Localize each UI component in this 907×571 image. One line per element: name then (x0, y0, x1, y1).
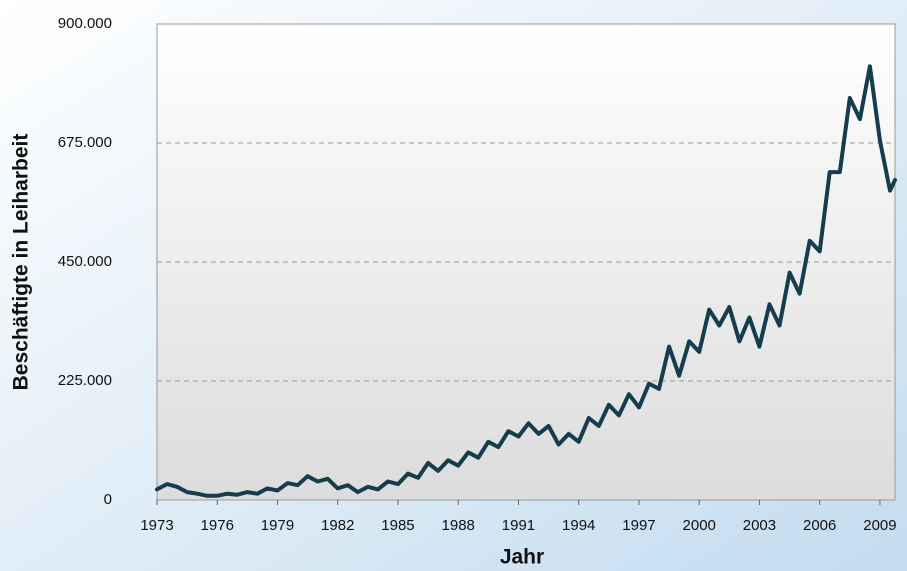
x-tick-label: 1982 (321, 517, 354, 534)
y-tick-label: 450.000 (58, 253, 112, 270)
y-tick-label: 675.000 (58, 134, 112, 151)
x-tick-label: 1991 (502, 517, 535, 534)
y-tick-label: 225.000 (58, 372, 112, 389)
x-tick-label: 1976 (201, 517, 234, 534)
x-tick-label: 1994 (562, 517, 595, 534)
x-tick-label: 2000 (683, 517, 716, 534)
x-tick-label: 2009 (863, 517, 896, 534)
x-tick-label: 1997 (622, 517, 655, 534)
x-axis-title: Jahr (500, 546, 544, 569)
x-tick-label: 1973 (140, 517, 173, 534)
line (155, 64, 897, 498)
y-axis-title: Beschäftigte in Leiharbeit (10, 134, 33, 391)
x-tick-label: 1979 (261, 517, 294, 534)
x-tick-label: 1985 (381, 517, 414, 534)
x-tick-label: 2003 (743, 517, 776, 534)
x-tick-label: 1988 (442, 517, 475, 534)
y-tick-label: 900.000 (58, 15, 112, 32)
y-tick-label: 0 (104, 491, 112, 508)
x-tick-label: 2006 (803, 517, 836, 534)
